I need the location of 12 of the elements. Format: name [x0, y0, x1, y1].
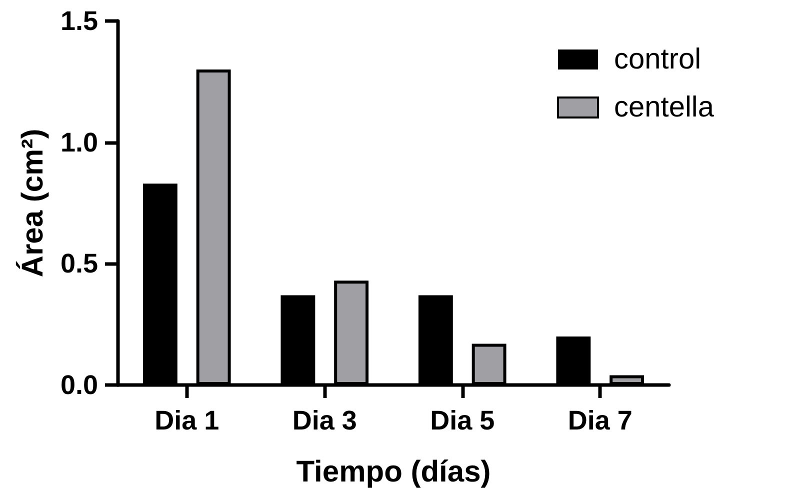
y-tick-label: 1.5 [60, 6, 98, 36]
x-axis-title: Tiempo (días) [296, 456, 491, 488]
x-tick-label: Dia 5 [430, 406, 495, 436]
x-tick-label: Dia 3 [292, 406, 357, 436]
y-tick-label: 0.5 [60, 248, 98, 279]
x-tick-label: Dia 1 [154, 406, 220, 436]
x-tick-label: Dia 7 [568, 406, 632, 436]
legend-label: centella [614, 92, 715, 124]
y-axis-title: Área (cm²) [16, 128, 50, 278]
y-tick-label: 0.0 [60, 370, 98, 400]
y-tick-label: 1.0 [60, 127, 98, 158]
legend-label: control [614, 44, 702, 76]
